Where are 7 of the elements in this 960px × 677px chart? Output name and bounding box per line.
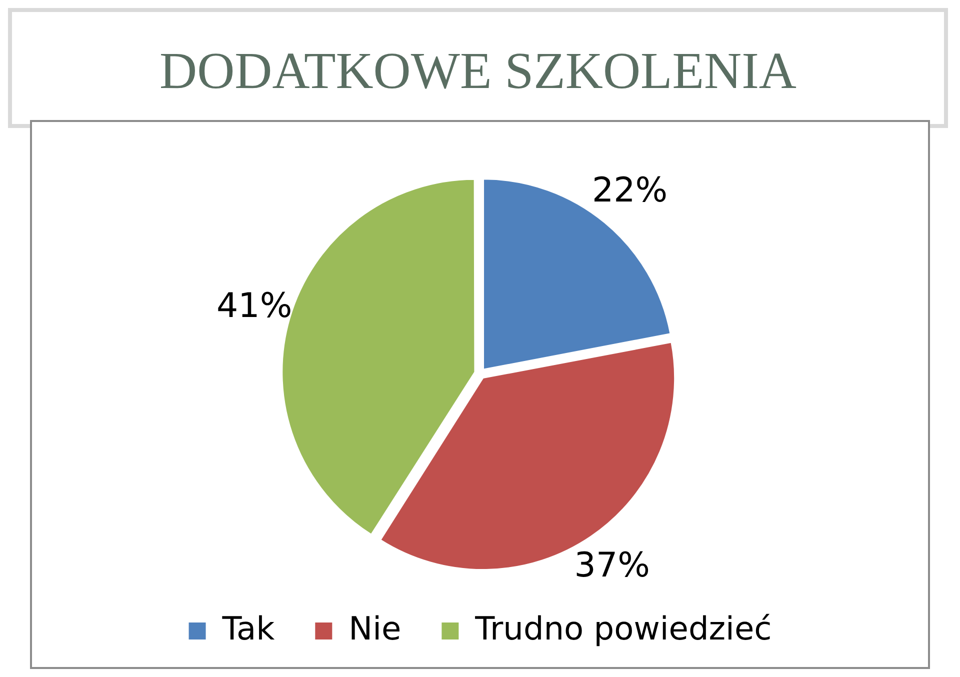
legend-label: Tak: [221, 609, 276, 648]
legend-label: Nie: [348, 609, 402, 648]
data-label: 22%: [592, 170, 668, 210]
data-label: 41%: [216, 286, 292, 326]
data-label: 37%: [574, 546, 650, 586]
legend-label: Trudno powiedzieć: [474, 609, 772, 648]
chart-title: DODATKOWE SZKOLENIA: [8, 8, 948, 128]
